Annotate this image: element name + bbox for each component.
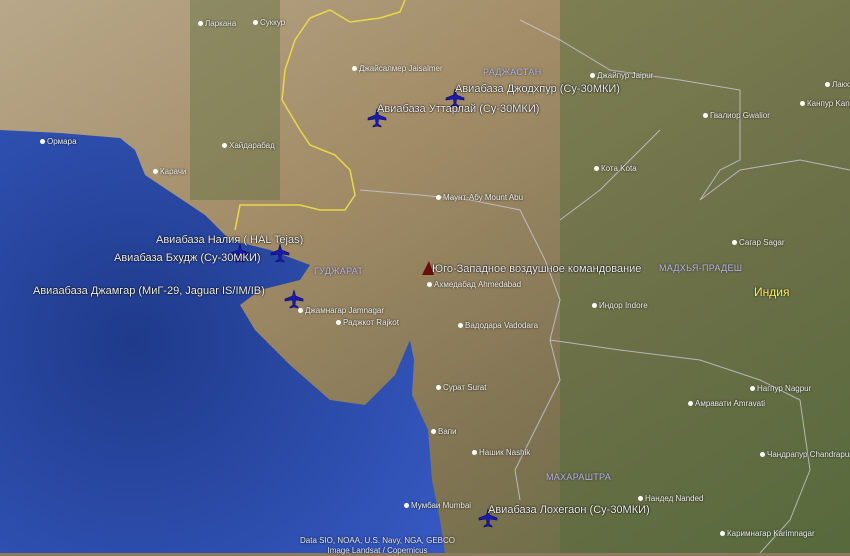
city-label: Раджкот Rajkot — [336, 318, 399, 327]
airbase-label-jodhpur[interactable]: Авиабаза Джодхпур (Су-30МКИ) — [455, 83, 620, 95]
city-label: Вадодара Vadodara — [458, 321, 538, 330]
city-label: Нандед Nanded — [638, 494, 704, 503]
state-label: МАХАРАШТРА — [546, 472, 612, 482]
city-label: Джайсалмер Jaisalmer — [352, 64, 443, 73]
command-label[interactable]: Юго-Западное воздушное командование — [432, 263, 642, 275]
airplane-icon[interactable] — [270, 243, 290, 263]
city-label: Гвалиор Gwalior — [703, 111, 770, 120]
airbase-label-jamnagar[interactable]: Авиаабаза Джамгар (МиГ-29, Jaguar IS/IM/… — [33, 285, 265, 297]
city-label: Ахмедабад Ahmedabad — [427, 280, 521, 289]
airplane-icon[interactable] — [478, 508, 498, 528]
credit-line: Image Landsat / Copernicus — [327, 546, 428, 555]
city-label: Маунт-Абу Mount Abu — [436, 193, 523, 202]
city-label: Индор Indore — [592, 301, 648, 310]
city-label: Амравати Amravati — [688, 399, 765, 408]
airplane-icon[interactable] — [230, 243, 250, 263]
airbase-label-uttarlai[interactable]: Авиабаза Уттарлай (Су-30МКИ) — [377, 103, 540, 115]
city-label: Чандрапур Chandrapur — [760, 450, 850, 459]
city-label: Джамнагар Jamnagar — [298, 306, 384, 315]
city-label: Сагар Sagar — [732, 238, 785, 247]
city-label: Вапи — [431, 427, 457, 436]
city-label: Карачи — [153, 167, 186, 176]
state-border — [519, 19, 850, 201]
city-label: Сурат Surat — [436, 383, 486, 392]
state-label: РАДЖАСТАН — [483, 67, 542, 77]
east-vegetation — [560, 0, 850, 553]
international-border — [234, 0, 406, 231]
city-label: Кота Kota — [594, 164, 637, 173]
airbase-label-naliya[interactable]: Авиабаза Налия ( HAL Tejas) — [156, 234, 304, 246]
city-label: Нагпур Nagpur — [750, 384, 811, 393]
city-label: Хайдарабад — [222, 141, 275, 150]
city-label: Канпур Kanpur — [800, 99, 850, 108]
state-label: МАДХЬЯ-ПРАДЕШ — [659, 263, 743, 273]
city-label: Джайпур Jaipur — [590, 71, 653, 80]
airplane-icon[interactable] — [284, 289, 304, 309]
city-label: Нашик Nashik — [472, 448, 530, 457]
indus-valley — [190, 0, 280, 200]
city-label: Ларкана — [198, 19, 236, 28]
state-label: ГУДЖАРАТ — [314, 266, 364, 276]
imagery-credits: Data SIO, NOAA, U.S. Navy, NGA, GEBCO Im… — [300, 536, 455, 556]
city-label: Каримнагар Karimnagar — [720, 529, 815, 538]
country-label: Индия — [754, 285, 790, 299]
command-marker-icon[interactable] — [422, 261, 434, 275]
city-label: Лакхнау — [825, 80, 850, 89]
city-label: Ормара — [40, 137, 77, 146]
airbase-label-bhuj[interactable]: Авиабаза Бхудж (Су-30МКИ) — [114, 252, 261, 264]
airplane-icon[interactable] — [367, 108, 387, 128]
arabian-sea — [0, 130, 445, 553]
city-label: Мумбаи Mumbai — [404, 501, 471, 510]
airplane-icon[interactable] — [445, 88, 465, 108]
airbase-label-lohegaon[interactable]: Авиабаза Лохегаон (Су-30МКИ) — [488, 504, 650, 516]
credit-line: Data SIO, NOAA, U.S. Navy, NGA, GEBCO — [300, 536, 455, 545]
city-label: Суккур — [253, 18, 285, 27]
